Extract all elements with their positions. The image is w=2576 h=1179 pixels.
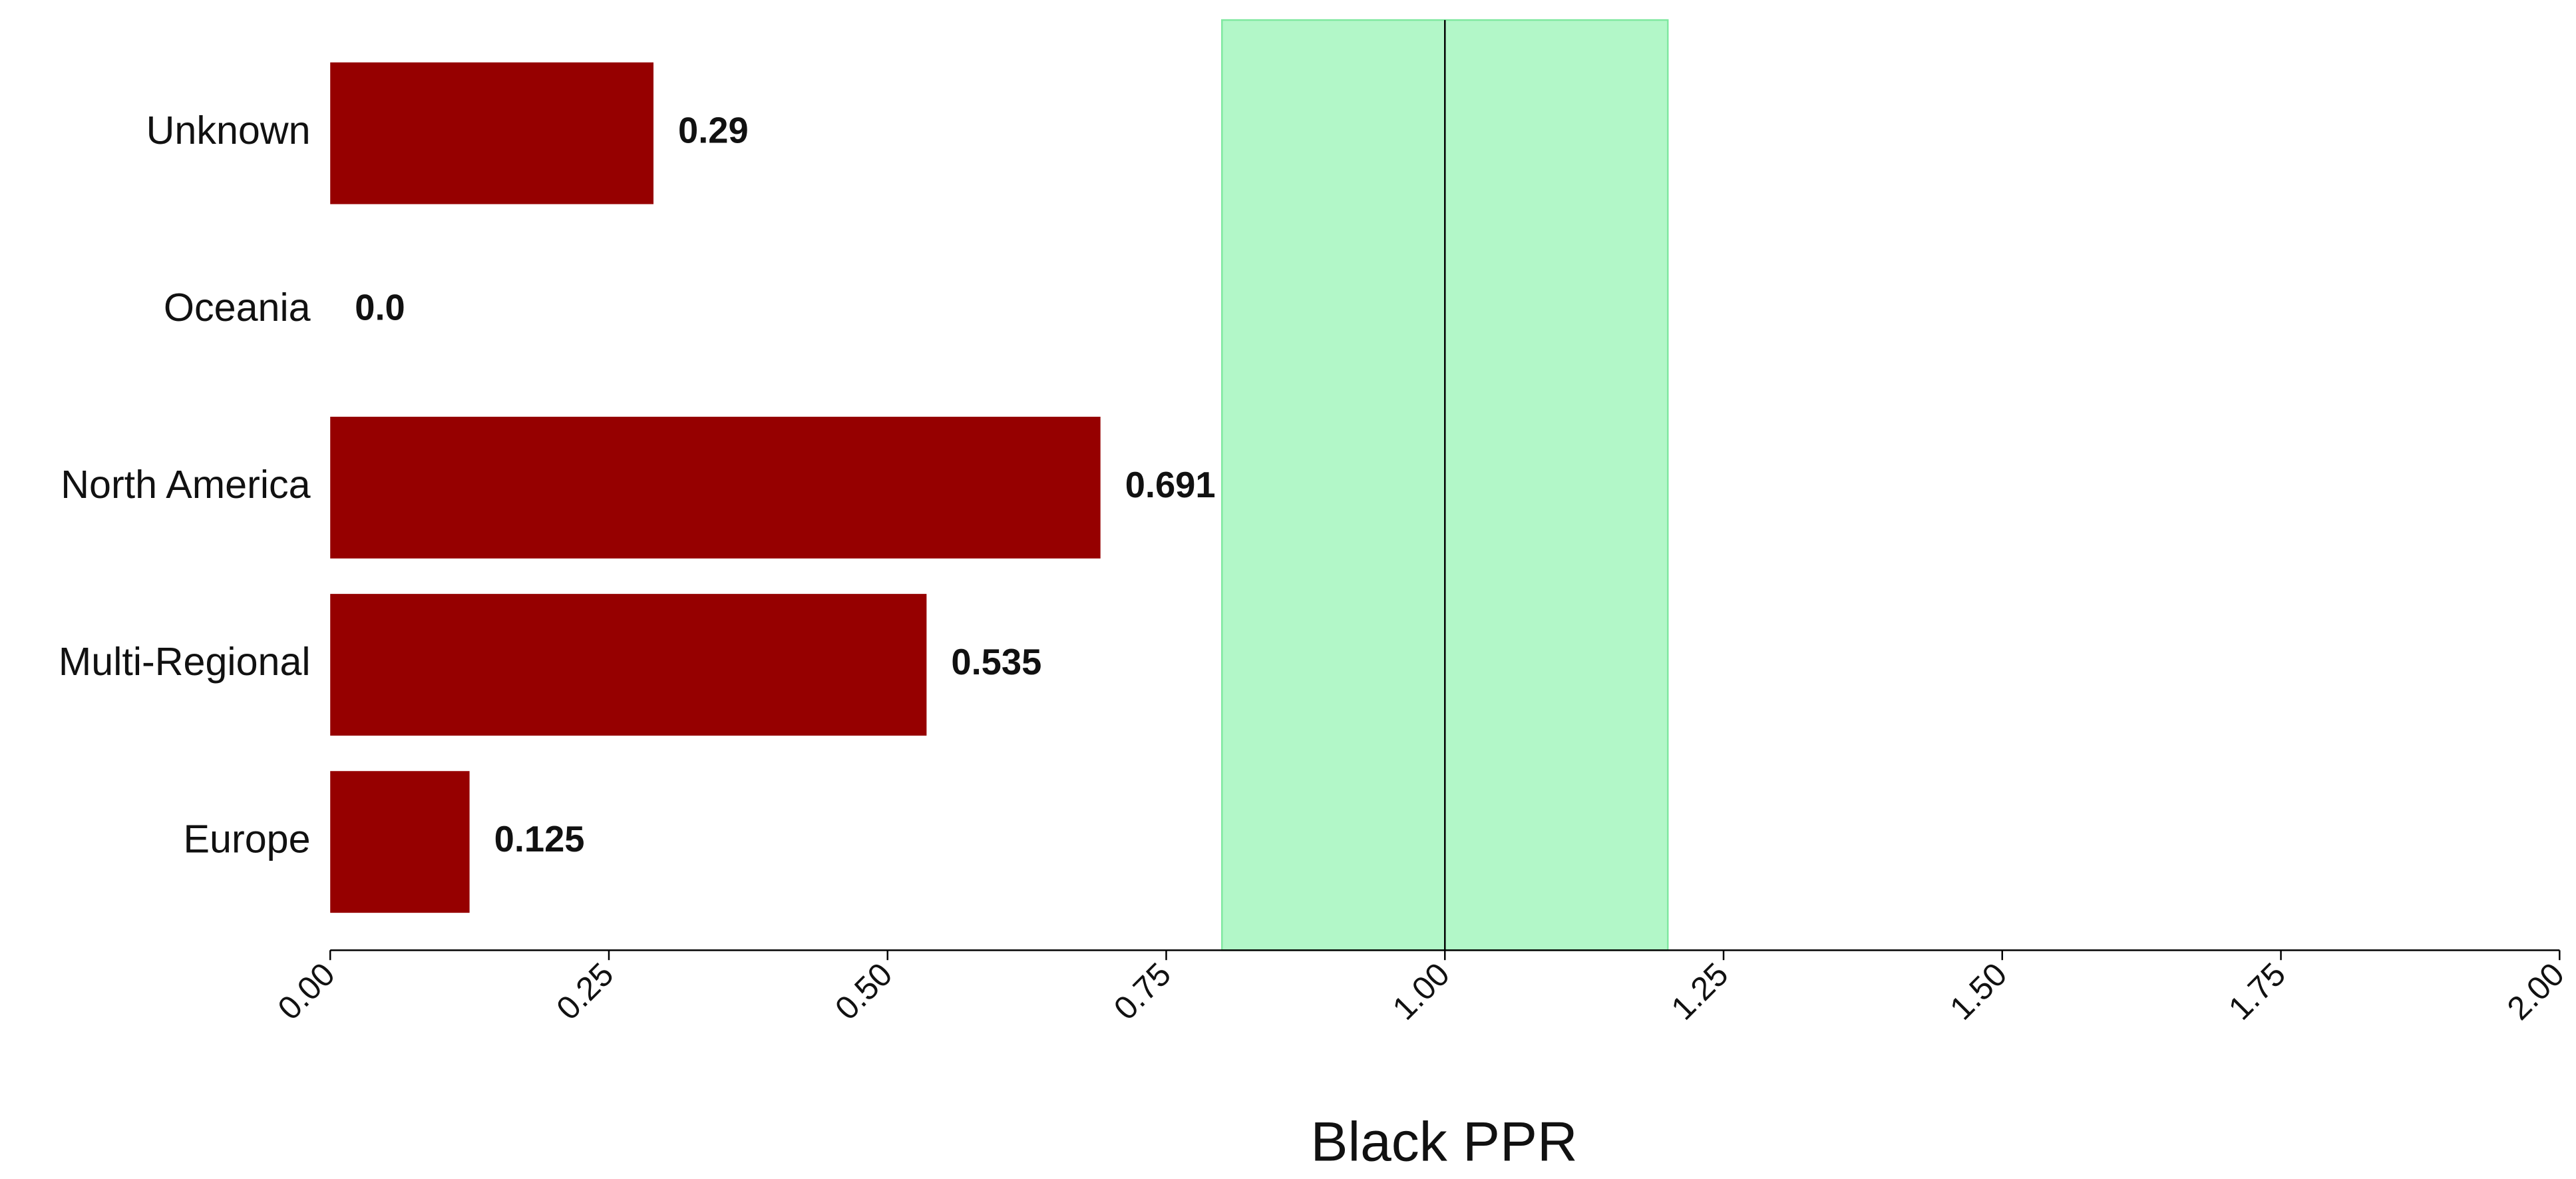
bar — [330, 416, 1101, 559]
x-tick-label: 1.00 — [1385, 956, 1457, 1027]
y-tick-label: Europe — [184, 816, 311, 861]
x-tick-label: 0.75 — [1107, 956, 1178, 1027]
y-tick-label: Oceania — [164, 285, 311, 330]
value-label: 0.29 — [678, 111, 749, 151]
value-label: 0.0 — [355, 288, 405, 328]
x-tick-label: 0.00 — [271, 956, 342, 1027]
y-tick-label: North America — [61, 462, 310, 507]
x-tick-label: 0.50 — [828, 956, 900, 1027]
bar — [330, 771, 470, 913]
value-label: 0.691 — [1125, 465, 1216, 505]
x-tick-label: 1.75 — [2221, 956, 2293, 1027]
x-tick-label: 0.25 — [550, 956, 621, 1027]
x-axis-label: Black PPR — [1310, 1110, 1577, 1172]
y-tick-label: Multi-Regional — [59, 639, 311, 684]
value-label: 0.535 — [951, 642, 1041, 682]
y-tick-label: Unknown — [146, 108, 311, 152]
x-tick-label: 2.00 — [2500, 956, 2571, 1027]
bar — [330, 594, 927, 736]
bar — [330, 62, 653, 204]
x-tick-label: 1.50 — [1943, 956, 2014, 1027]
value-label: 0.125 — [494, 819, 585, 859]
x-tick-label: 1.25 — [1664, 956, 1736, 1027]
